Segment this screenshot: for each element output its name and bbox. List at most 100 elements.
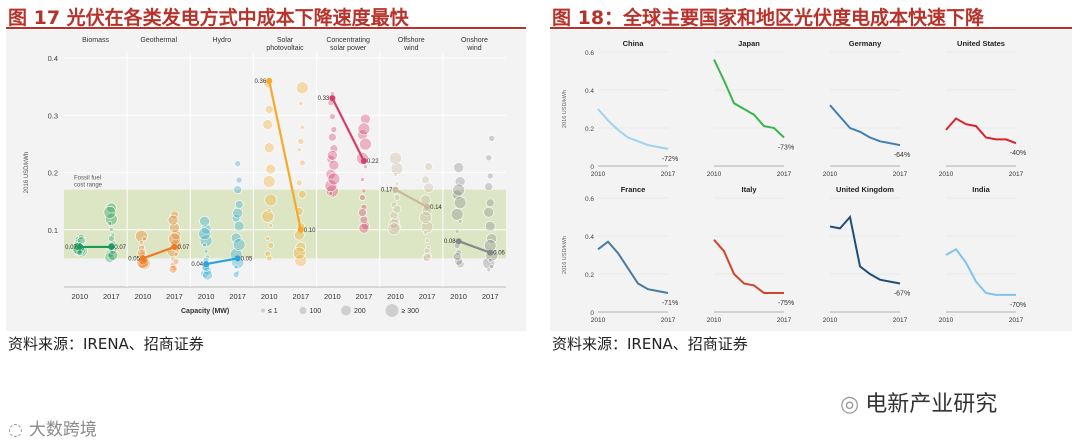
x-tick-label: 2010	[707, 317, 722, 324]
plant-bubble	[363, 164, 368, 170]
fossil-fuel-band	[64, 189, 506, 259]
plant-bubble	[394, 181, 400, 187]
x-tick-label: 2017	[893, 317, 908, 324]
logo-icon: ◌	[8, 420, 23, 440]
plant-bubble	[327, 150, 338, 161]
y-tick-label: 0.2	[585, 272, 594, 279]
average-point-2017	[424, 203, 431, 210]
country-title-japan: Japan	[738, 39, 760, 48]
value-label-2017: 0.22	[367, 159, 379, 165]
figure-17-panel: Fossil fuel cost range 0.1 0.2 0.3 0.4 2016 US…	[6, 30, 526, 331]
plant-bubble	[295, 81, 309, 95]
legend-item-label: 100	[310, 308, 322, 315]
x-tick-label: 2017	[661, 171, 676, 178]
value-label-2017: 0.05	[241, 256, 253, 262]
average-point-2017	[234, 255, 241, 262]
plant-bubble	[262, 119, 274, 130]
plant-bubble	[488, 135, 496, 142]
plant-bubble	[233, 264, 239, 270]
plant-bubble	[424, 162, 433, 171]
average-trend-line	[205, 257, 238, 266]
plant-bubble	[173, 251, 179, 257]
plant-bubble	[454, 229, 460, 234]
plant-bubble	[77, 233, 85, 241]
plant-bubble	[135, 229, 148, 243]
x-tick-label: 2010	[591, 317, 606, 324]
value-label-2010: 0.36	[255, 79, 267, 85]
change-label-germany: -64%	[894, 152, 910, 159]
plant-bubble	[264, 105, 274, 114]
plant-bubble	[358, 222, 370, 234]
value-label-2010: 0.04	[191, 262, 203, 268]
watermark-right: ◎ 电新产业研究	[840, 386, 997, 418]
plant-bubble	[389, 211, 399, 220]
y-axis-label: 2016 USD/kWh	[562, 236, 568, 274]
plant-bubble	[298, 101, 304, 106]
figure-18-title: 图 18：全球主要国家和地区光伏度电成本快速下降	[552, 7, 985, 29]
average-point-2010	[329, 95, 336, 102]
legend-title: Capacity (MW)	[181, 308, 229, 315]
plant-bubble	[264, 193, 278, 207]
x-tick-label: 2010	[707, 171, 722, 178]
change-label-china: -72%	[662, 156, 678, 163]
plant-bubble	[419, 211, 432, 224]
plant-bubble	[232, 271, 240, 278]
y-tick-label: 0	[590, 164, 594, 171]
plant-bubble	[426, 245, 431, 250]
y-tick-label: 0	[590, 310, 594, 317]
value-label-2010: 0.08	[444, 239, 456, 245]
category-label-biomass: Biomass	[82, 37, 109, 44]
plant-bubble	[262, 175, 276, 188]
plant-bubble	[393, 172, 398, 177]
figure-18-panel: China 0 0.2 0.4 0.6 2016 USD/kWh 2010 2017 -72% J…	[550, 30, 1072, 331]
x-tick-label: 2010	[939, 171, 954, 178]
plant-bubble	[232, 207, 243, 219]
value-label-2010: 0.07	[65, 245, 77, 251]
plant-bubble	[296, 147, 302, 152]
value-label-2010: 0.05	[128, 256, 140, 262]
series-line-united-states	[945, 117, 1017, 145]
average-trend-line	[394, 188, 428, 208]
plant-bubble	[266, 208, 272, 213]
plant-bubble	[172, 258, 180, 265]
plant-bubble	[203, 248, 209, 254]
category-label-hydro: Hydro	[213, 37, 232, 44]
average-trend-line	[458, 240, 491, 254]
plant-bubble	[359, 194, 366, 201]
change-label-italy: -75%	[778, 300, 794, 307]
plant-bubble	[298, 159, 306, 167]
x-tick-label: 2010	[823, 171, 838, 178]
plant-bubble	[202, 269, 213, 281]
plant-bubble	[390, 162, 404, 175]
plant-bubble	[423, 247, 431, 255]
legend-item-label: ≥ 300	[402, 308, 420, 315]
x-tick-label: 2010	[387, 292, 404, 301]
average-point-2010	[203, 261, 210, 268]
x-tick-label: 2017	[229, 292, 246, 301]
category-label-concentrating-solar-power: Concentrating	[326, 37, 370, 44]
plant-bubble	[360, 113, 371, 125]
plant-bubble	[76, 249, 84, 256]
x-tick-label: 2017	[166, 292, 183, 301]
plant-bubble	[484, 182, 494, 192]
plant-bubble	[297, 190, 307, 199]
value-label-2017: 0.14	[430, 205, 442, 211]
y-axis-label: 2016 USD/kWh	[562, 90, 568, 128]
plant-bubble	[387, 222, 401, 236]
figure-17-source: 资料来源：IRENA、招商证券	[8, 335, 204, 353]
plant-bubble	[108, 235, 115, 242]
plant-bubble	[424, 238, 430, 243]
plant-bubble	[168, 264, 178, 274]
value-label-2010: 0.33	[318, 96, 330, 102]
plant-bubble	[234, 160, 241, 167]
plant-bubble	[299, 124, 305, 130]
plant-bubble	[329, 144, 339, 153]
plant-bubble	[329, 113, 336, 120]
plant-bubble	[295, 179, 303, 187]
y-tick-label: 0.4	[585, 234, 594, 241]
y-tick-label: 0.3	[48, 111, 58, 120]
x-tick-label: 2017	[1009, 171, 1024, 178]
legend-bubble	[261, 308, 265, 313]
average-point-2010	[266, 77, 273, 84]
